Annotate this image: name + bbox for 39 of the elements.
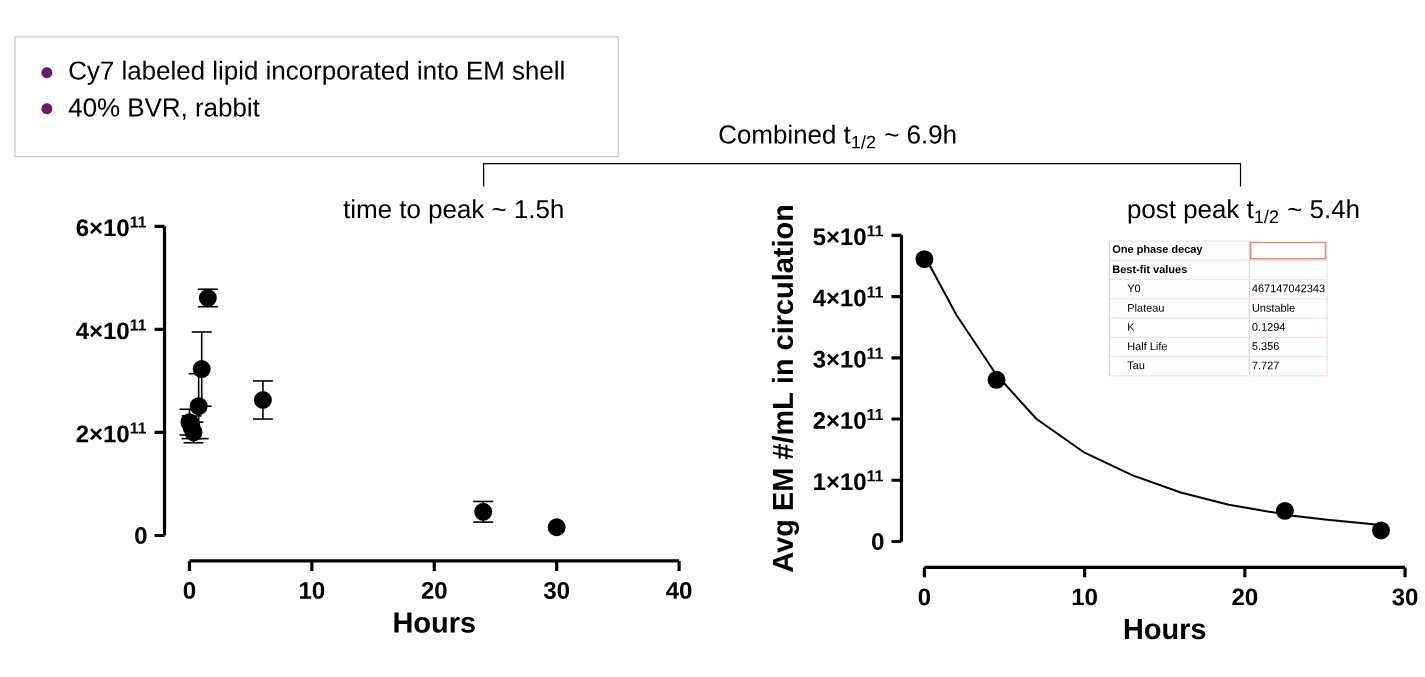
x-tick-label: 0 — [183, 581, 196, 599]
x-tick-label: 30 — [1392, 588, 1418, 606]
annotation: Y0 — [1127, 284, 1141, 293]
text: Cy7 labeled lipid incorporated into EM shell — [69, 60, 564, 85]
y-tick-label: 0 — [135, 526, 147, 544]
y-tick-label: 5×10$^{11}$ — [813, 225, 883, 246]
x-tick-label: 10 — [300, 581, 325, 599]
annotation: K — [1128, 323, 1135, 331]
y-tick-label: 4×10$^{11}$ — [813, 286, 883, 307]
x-axis-title: Hours — [394, 612, 475, 633]
x-tick-label: 10 — [1072, 588, 1097, 606]
x-tick-label: 20 — [421, 581, 447, 599]
text: 40% BVR, rabbit — [68, 97, 260, 120]
annotation: Tau — [1127, 361, 1145, 370]
text: time to peak ~ 1.5h — [343, 199, 563, 224]
annotation: 0.1294 — [1252, 323, 1286, 331]
annotation: Unstable — [1252, 303, 1295, 312]
x-tick-label: 30 — [543, 581, 569, 599]
annotation: One phase decay — [1112, 244, 1203, 256]
y-tick-label: 0 — [872, 532, 884, 550]
text: post peak t$_{1/2}$ ~ 5.4h — [1128, 199, 1359, 224]
annotation: 467147042343 — [1252, 284, 1325, 293]
y-tick-label: 4×10$^{11}$ — [76, 319, 147, 340]
y-axis-title: Avg EM #/mL in circulation — [771, 205, 799, 572]
annotation: Best-fit values — [1112, 265, 1187, 274]
y-tick-label: 2×10$^{11}$ — [813, 409, 883, 429]
annotation: Plateau — [1128, 303, 1164, 312]
text: Combined t$_{1/2}$ ~ 6.9h — [719, 124, 956, 149]
x-tick-label: 0 — [918, 588, 931, 606]
x-tick-label: 20 — [1232, 588, 1258, 606]
x-tick-label: 40 — [666, 581, 692, 599]
annotation: Half Life — [1128, 342, 1167, 351]
y-tick-label: 6×10$^{11}$ — [76, 216, 147, 237]
y-tick-label: 2×10$^{11}$ — [76, 422, 147, 443]
y-tick-label: 1×10$^{11}$ — [814, 470, 883, 491]
annotation: 5.356 — [1252, 342, 1279, 350]
y-tick-label: 3×10$^{11}$ — [813, 347, 883, 368]
x-axis-title: Hours — [1124, 619, 1206, 640]
annotation: 7.727 — [1252, 361, 1279, 370]
